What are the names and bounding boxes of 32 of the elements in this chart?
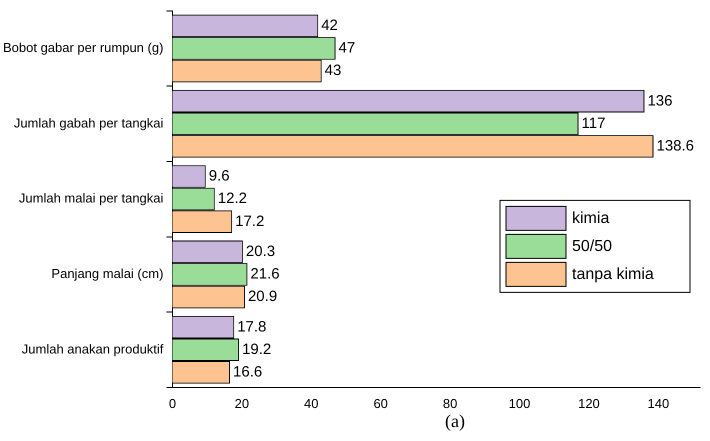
data-label: 9.6 bbox=[208, 168, 230, 185]
y-tick-label: Jumlah gabah per tangkai bbox=[14, 115, 164, 130]
data-label: 20.3 bbox=[246, 242, 276, 260]
data-label: 138.6 bbox=[656, 138, 694, 155]
legend-label: kimia bbox=[572, 210, 610, 227]
y-tick-label: Jumlah malai per tangkai bbox=[18, 190, 164, 206]
legend-label: 50/50 bbox=[572, 238, 612, 255]
y-tick-label: Jumlah anakan produktif bbox=[22, 341, 164, 356]
x-tick-label: 100 bbox=[508, 396, 530, 411]
x-tick-label: 20 bbox=[234, 396, 250, 411]
x-tick-label: 60 bbox=[373, 396, 388, 411]
data-label: 12.2 bbox=[218, 190, 247, 208]
y-tick-label: Bobot gabar per rumpun (g) bbox=[2, 40, 164, 56]
data-label: 16.6 bbox=[233, 363, 262, 380]
data-label: 19.2 bbox=[242, 340, 272, 358]
x-tick-label: 80 bbox=[442, 396, 458, 411]
data-label: 21.6 bbox=[250, 266, 280, 283]
data-label: 17.2 bbox=[235, 212, 264, 230]
data-label: 17.8 bbox=[237, 318, 266, 336]
data-label: 47 bbox=[338, 40, 356, 57]
y-tick-label: Panjang malai (cm) bbox=[51, 266, 164, 281]
data-label: 20.9 bbox=[248, 288, 278, 306]
x-tick-label: 120 bbox=[578, 396, 600, 411]
data-label: 117 bbox=[582, 114, 606, 132]
legend-label: tanpa kimia bbox=[572, 266, 654, 283]
text: (a) bbox=[444, 411, 466, 432]
data-label: 42 bbox=[321, 17, 338, 34]
x-tick-label: 0 bbox=[168, 396, 176, 411]
data-label: 136 bbox=[647, 92, 672, 110]
data-label: 43 bbox=[324, 62, 342, 80]
x-tick-label: 40 bbox=[304, 396, 318, 411]
x-tick-label: 140 bbox=[648, 396, 670, 411]
